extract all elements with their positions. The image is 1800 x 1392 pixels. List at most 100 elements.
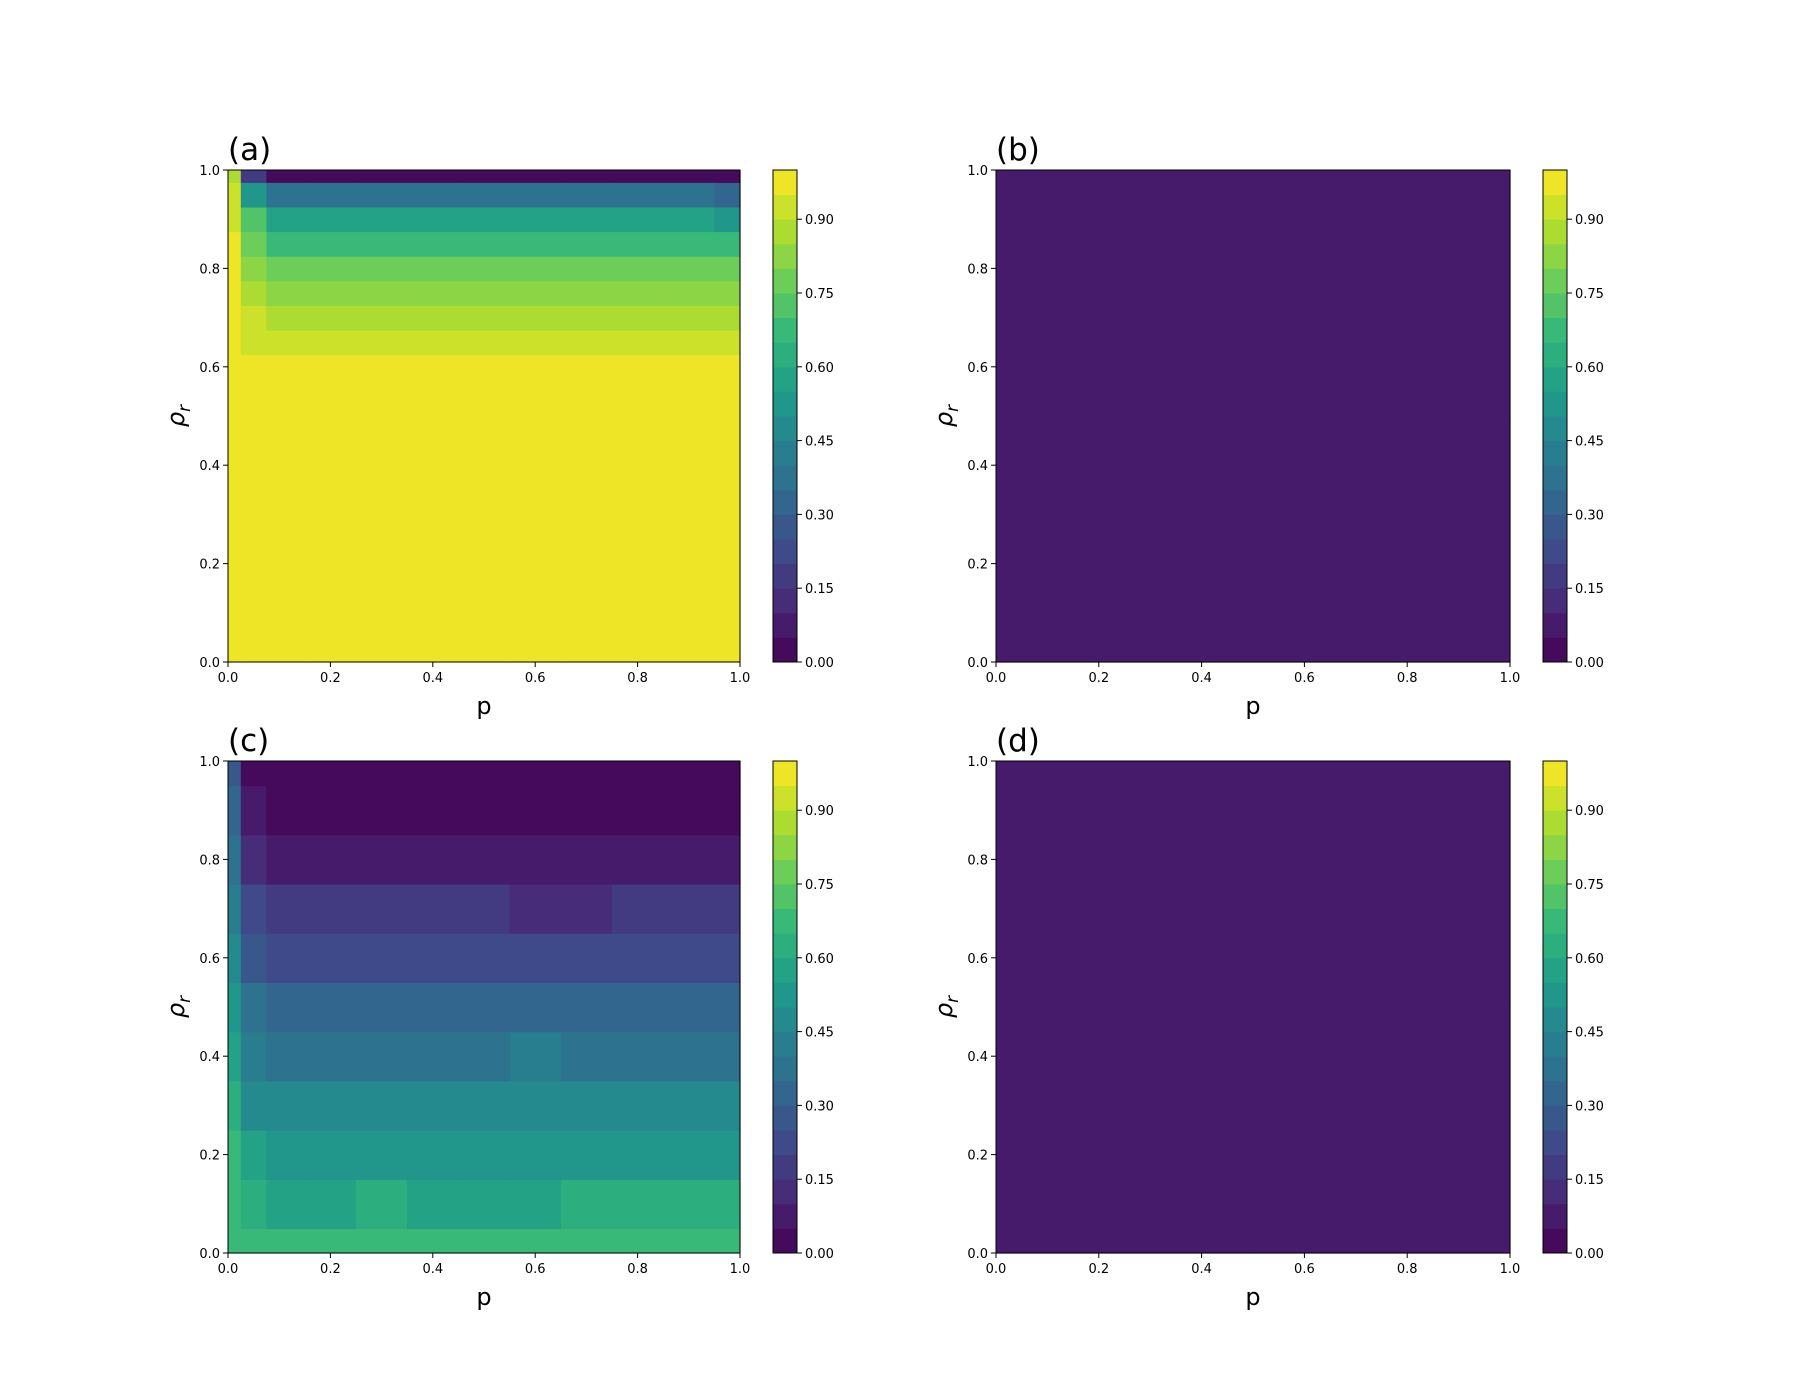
contour-cell <box>663 761 715 787</box>
y-tick-label: 0.4 <box>199 459 220 474</box>
y-tick-label: 0.8 <box>967 262 988 277</box>
contour-cell <box>240 982 267 1033</box>
contour-cell <box>240 1080 267 1131</box>
contour-cell <box>714 1080 741 1131</box>
panel-label: (b) <box>996 132 1040 168</box>
y-axis-label: ρr <box>162 995 195 1018</box>
y-axis-symbol: ρ <box>162 1003 190 1018</box>
contour-cell <box>228 933 242 983</box>
colorbar-band <box>1543 489 1567 515</box>
panel: 0.0 0.2 0.4 0.6 0.8 1.0 0.0 0.2 0.4 0.6 0.8 1.0 p ρr (… <box>930 723 1604 1311</box>
contour-cell <box>560 440 613 491</box>
colorbar-tick-label: 0.75 <box>805 287 834 302</box>
colorbar-band <box>773 170 797 196</box>
contour-cell <box>240 884 267 934</box>
contour-cell <box>612 354 664 392</box>
colorbar-band <box>1543 884 1567 910</box>
contour-cell <box>356 884 408 934</box>
contour-cell <box>458 884 511 934</box>
contour-cell <box>714 305 741 331</box>
colorbar-tick-label: 0.15 <box>805 582 834 597</box>
y-tick-label: 0.2 <box>199 1149 220 1164</box>
colorbar-band <box>1543 440 1567 466</box>
x-tick-label: 0.6 <box>1294 671 1315 686</box>
contour-cell <box>228 588 242 638</box>
colorbar-band <box>773 194 797 220</box>
contour-cell <box>407 785 459 836</box>
y-tick-label: 0.4 <box>967 459 988 474</box>
contour-cell <box>663 231 715 257</box>
panel-label: (c) <box>228 723 269 759</box>
contour-cell <box>356 933 408 983</box>
colorbar-tick-label: 0.90 <box>1575 213 1604 228</box>
contour-cell <box>714 1130 741 1180</box>
colorbar-band <box>773 957 797 983</box>
colorbar-tick-label: 0.30 <box>805 1099 834 1114</box>
colorbar-band <box>773 859 797 885</box>
contour-cell <box>407 588 459 638</box>
contour-cell <box>509 834 562 885</box>
colorbar-band <box>1543 612 1567 638</box>
contour-cell <box>304 588 357 638</box>
x-tick-label: 0.0 <box>218 1262 239 1277</box>
contour-cell <box>714 231 741 257</box>
contour-cell <box>612 933 664 983</box>
colorbar-tick-label: 0.75 <box>1575 878 1604 893</box>
colorbar-tick-label: 0.45 <box>1575 1026 1604 1041</box>
colorbar-band <box>773 1080 797 1106</box>
contour-cell <box>612 1080 664 1131</box>
x-axis-label: p <box>1245 1283 1260 1311</box>
contour-cell <box>228 391 242 442</box>
contour-cell <box>1253 416 1511 663</box>
contour-cell <box>458 761 511 787</box>
x-axis-label: p <box>1245 692 1260 720</box>
contour-cell <box>407 170 459 183</box>
contour-cell <box>228 834 242 885</box>
contour-cell <box>240 489 267 540</box>
contour-cell <box>612 256 664 282</box>
y-tick-label: 0.2 <box>199 558 220 573</box>
contour-cell <box>714 489 741 540</box>
contour-cell <box>714 785 741 836</box>
contour-cell <box>304 1031 357 1082</box>
colorbar-band <box>773 243 797 269</box>
contour-cell <box>458 539 511 589</box>
contour-cell <box>560 588 613 638</box>
colorbar-band <box>1543 317 1567 343</box>
colorbar-band <box>773 539 797 565</box>
contour-cell <box>663 834 715 885</box>
contour-cell <box>560 834 613 885</box>
contour-cell <box>612 834 664 885</box>
contour-cell <box>356 170 408 183</box>
colorbar-tick-label: 0.45 <box>1575 435 1604 450</box>
colorbar-band <box>773 465 797 491</box>
contour-cell <box>304 440 357 491</box>
contour-cell <box>356 982 408 1033</box>
contour-cell <box>663 182 715 208</box>
colorbar-band <box>773 219 797 245</box>
contour-cell <box>266 982 306 1033</box>
contour-cell <box>612 489 664 540</box>
colorbar-band <box>773 268 797 294</box>
colorbar-band <box>1543 170 1567 196</box>
panel-label: (a) <box>228 132 271 168</box>
contour-cells <box>996 761 1511 1254</box>
contour-cell <box>996 416 1254 663</box>
contour-cell <box>240 280 267 306</box>
contour-cell <box>266 637 306 663</box>
contour-cell <box>714 354 741 392</box>
contour-cell <box>663 588 715 638</box>
contour-cell <box>407 391 459 442</box>
contour-cell <box>228 280 242 306</box>
contour-cell <box>509 982 562 1033</box>
y-tick-label: 0.4 <box>199 1050 220 1065</box>
contour-cell <box>996 761 1254 1008</box>
contour-cell <box>612 391 664 442</box>
contour-cell <box>240 170 267 183</box>
contour-cell <box>509 280 562 306</box>
contour-cell <box>612 1031 664 1082</box>
x-axis-label: p <box>476 692 491 720</box>
contour-cell <box>356 329 408 356</box>
contour-cell <box>509 440 562 491</box>
